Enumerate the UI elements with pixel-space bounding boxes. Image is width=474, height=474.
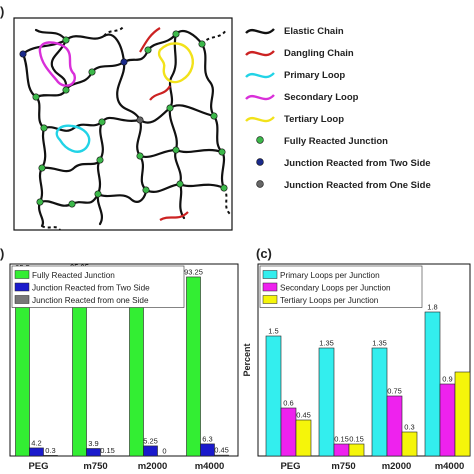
legend-label-3: Secondary Loop [284,92,359,103]
schematic-legend: Elastic Chain Dangling Chain Primary Loop S… [245,26,431,191]
x-tick-label: m4000 [435,461,465,472]
bar-value-label: 0.45 [296,411,311,420]
tertiary-loop [157,42,194,84]
chart-legend-box [259,265,423,308]
bar-value-label: 4.2 [31,438,41,447]
dangling-chains [139,27,189,221]
bar-value-label: 6.3 [202,434,212,443]
chart-legend-swatch [262,270,278,279]
legend-label-4: Tertiary Loop [284,114,344,125]
bar [86,448,101,457]
legend-label-6: Junction Reacted from Two Side [284,158,431,169]
x-tick-label: m4000 [195,461,225,472]
bar [348,443,365,457]
legend-swatch-6 [256,158,264,166]
legend-label-1: Dangling Chain [284,48,354,59]
panel-c-label: (c) [256,246,272,261]
x-tick-label: m750 [331,461,355,472]
bar-value-label: 0.6 [283,399,293,408]
network-frame [13,17,233,231]
bar [439,383,456,457]
legend-swatch-1 [245,50,275,57]
bar [143,445,158,457]
bar [214,454,229,457]
legend-label-5: Fully Reacted Junction [284,136,388,147]
plot-frame [9,263,239,457]
legend-swatch-3 [245,94,275,101]
bar [401,431,418,457]
bar [265,335,282,457]
bar-value-label: 0.75 [387,387,402,396]
bar [318,347,335,457]
chart-legend-swatch [14,295,30,304]
bar-value-label: 1.8 [427,303,437,312]
bar-value-label: 0.9 [442,375,452,384]
bar [280,407,297,457]
chart-legend-label: Fully Reacted Junction [32,271,115,280]
loops-chart: 1.5 0.60.45 PEG 1.35 0.15 0.15 m750 1.35 0.75 0.3… [242,263,471,472]
y-axis-label: Percent [242,343,252,376]
bar-value-label: 0.15 [349,435,364,444]
network-schematic [13,17,233,231]
bar-value-label: 1.35 [372,339,387,348]
legend-label-2: Primary Loop [284,70,345,81]
bar [200,443,215,457]
bar-value-label: 1.35 [319,339,334,348]
bar [371,347,388,457]
panel-a-label: ) [0,4,4,19]
bar-value-label: 0.15 [334,435,349,444]
chart-legend-label: Junction Reacted from one Side [32,296,149,305]
chart-legend-swatch [262,282,278,292]
chart-legend-box [11,265,185,308]
legend-label-7: Junction Reacted from One Side [284,180,431,191]
junctions [19,30,228,208]
primary-loop [55,124,91,153]
chart-legend-swatch [14,270,30,279]
legend-label-0: Elastic Chain [284,26,344,37]
chart-legend-label: Tertiary Loops per Junction [280,296,379,305]
x-tick-label: m2000 [138,461,168,472]
bar [424,311,441,457]
bar [454,371,471,457]
bar-value-label: 0 [162,447,166,456]
bar-value-label: 0.3 [45,446,55,455]
bar [29,447,44,457]
bar [333,443,350,457]
bar-value-label: 0.15 [100,446,115,455]
bar-value-label: 0.3 [404,423,414,432]
x-tick-label: m2000 [382,461,412,472]
chart-legend-swatch [262,295,278,304]
chart-legend-swatch [14,282,30,292]
legend-swatch-2 [245,72,275,79]
x-tick-label: PEG [280,461,300,472]
legend-swatch-7 [256,180,264,188]
legend-swatch-5 [256,136,264,144]
x-tick-label: PEG [28,461,48,472]
bar [43,455,58,457]
chart-legend-label: Junction Reacted from Two Side [32,284,150,293]
bar-value-label: 5.25 [143,436,158,445]
junction-chart: 95.54.20.3PEG95.953.90.15m75094.755.250m… [9,262,239,472]
bar [295,419,312,457]
bar-value-label: 93.25 [184,267,203,276]
panel-b-label: ) [0,246,4,261]
secondary-loop [38,41,76,87]
legend-swatch-4 [245,116,275,123]
chart-legend-label: Primary Loops per Junction [280,271,380,280]
bar-value-label: 1.5 [268,327,278,336]
legend-swatch-0 [245,28,275,35]
bar [186,276,201,457]
chart-legend-label: Secondary Loops per Junction [280,284,391,293]
bar-value-label: 3.9 [88,439,98,448]
bar [386,395,403,457]
bar-value-label: 0.45 [214,446,229,455]
x-tick-label: m750 [83,461,107,472]
